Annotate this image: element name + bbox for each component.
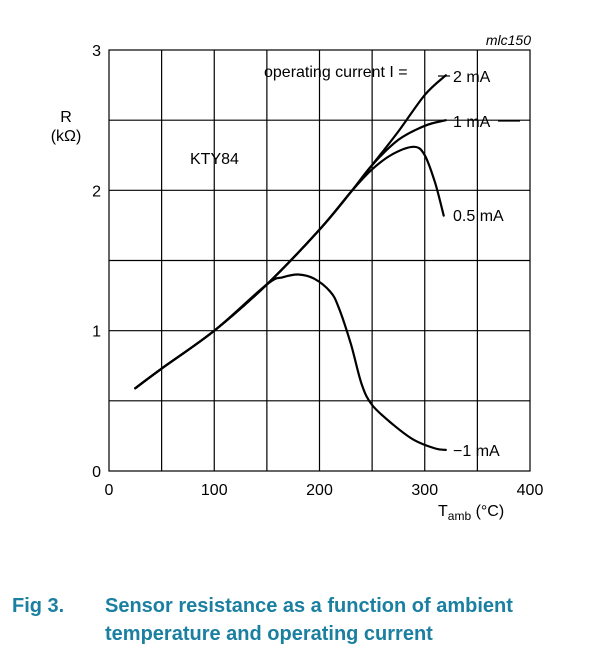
- series-label-2ma-text: 2 mA: [453, 69, 491, 86]
- curves: [134, 74, 447, 451]
- y-tick-label: 2: [92, 183, 101, 200]
- series-label-1ma-text: 1 mA: [453, 114, 491, 131]
- series-label-0-5ma-text: 0.5 mA: [453, 208, 504, 225]
- y-tick-label: 0: [92, 464, 101, 481]
- x-axis-label-unit: (°C): [471, 503, 504, 520]
- curve-1ma: [134, 119, 447, 390]
- curve-minus-1ma: [134, 273, 447, 451]
- y-axis-label-symbol: R: [60, 109, 72, 126]
- drawing-code: mlc150: [486, 32, 531, 48]
- x-axis-label-main: T: [438, 503, 448, 520]
- series-label-minus-1ma-text: −1 mA: [453, 443, 500, 460]
- x-axis-label-subscript: amb: [448, 509, 472, 523]
- series-label-2ma: 2 mA: [438, 69, 491, 86]
- device-label: KTY84: [190, 151, 239, 168]
- legend-title: operating current I =: [264, 64, 408, 81]
- y-tick-labels: 0 1 2 3: [92, 43, 101, 481]
- x-tick-label: 100: [201, 482, 228, 499]
- y-tick-label: 3: [92, 43, 101, 60]
- x-tick-label: 0: [105, 482, 114, 499]
- curve-2ma: [134, 74, 447, 390]
- chart-svg: 0 100 200 300 400 0 1 2 3 R (kΩ) Tamb (°C) mlc1…: [51, 32, 544, 523]
- x-axis-label: Tamb (°C): [438, 503, 504, 523]
- y-tick-label: 1: [92, 324, 101, 341]
- x-tick-label: 400: [517, 482, 544, 499]
- plot-frame: [108, 49, 531, 472]
- figure-caption-text: Sensor resistance as a function of ambie…: [105, 595, 513, 645]
- grid: [109, 50, 530, 471]
- x-tick-label: 200: [306, 482, 333, 499]
- x-tick-labels: 0 100 200 300 400: [105, 482, 544, 499]
- y-axis-label-unit: (kΩ): [51, 128, 82, 145]
- series-label-1ma: 1 mA: [453, 114, 520, 131]
- figure-number: Fig 3.: [12, 595, 65, 617]
- curve-0-5ma: [134, 145, 445, 390]
- x-tick-label: 300: [411, 482, 438, 499]
